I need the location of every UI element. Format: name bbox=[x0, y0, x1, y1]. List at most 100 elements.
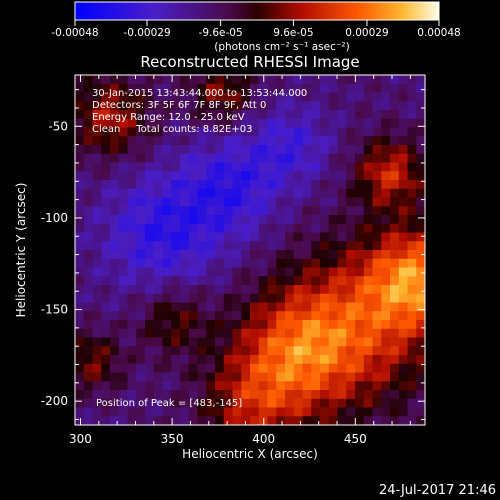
heatmap-cell bbox=[101, 346, 111, 356]
heatmap-cell bbox=[127, 241, 137, 251]
heatmap-cell bbox=[407, 416, 417, 425]
heatmap-cell bbox=[92, 232, 102, 242]
heatmap-cell bbox=[83, 136, 93, 146]
heatmap-cell bbox=[267, 250, 277, 260]
heatmap-cell bbox=[407, 83, 417, 93]
heatmap-cell bbox=[267, 407, 277, 417]
heatmap-cell bbox=[188, 145, 198, 155]
heatmap-cell bbox=[258, 407, 268, 417]
heatmap-cell bbox=[215, 355, 225, 365]
heatmap-cell bbox=[398, 337, 408, 347]
heatmap-cell bbox=[250, 258, 260, 268]
heatmap-cell bbox=[180, 258, 190, 268]
heatmap-cell bbox=[118, 136, 128, 146]
heatmap-cell bbox=[188, 162, 198, 172]
heatmap-cell bbox=[180, 215, 190, 225]
heatmap-cell bbox=[180, 293, 190, 303]
heatmap-cell bbox=[381, 390, 391, 400]
heatmap-cell bbox=[285, 381, 295, 391]
heatmap-cell bbox=[320, 320, 330, 330]
heatmap-cell bbox=[250, 398, 260, 408]
heatmap-cell bbox=[407, 101, 417, 111]
heatmap-cell bbox=[311, 75, 321, 85]
heatmap-cell bbox=[355, 110, 365, 120]
heatmap-cell bbox=[293, 293, 303, 303]
heatmap-cell bbox=[363, 355, 373, 365]
heatmap-cell bbox=[83, 311, 93, 321]
heatmap-cell bbox=[83, 241, 93, 251]
heatmap-cell bbox=[302, 162, 312, 172]
heatmap-cell bbox=[215, 92, 225, 102]
heatmap-cell bbox=[250, 92, 260, 102]
heatmap-cell bbox=[171, 83, 181, 93]
heatmap-cell bbox=[250, 127, 260, 137]
heatmap-cell bbox=[258, 355, 268, 365]
heatmap-cell bbox=[188, 197, 198, 207]
heatmap-cell bbox=[285, 110, 295, 120]
heatmap-cell bbox=[363, 118, 373, 128]
heatmap-cell bbox=[127, 276, 137, 286]
heatmap-cell bbox=[206, 162, 216, 172]
heatmap-cell bbox=[153, 215, 163, 225]
heatmap-cell bbox=[153, 390, 163, 400]
heatmap-cell bbox=[110, 320, 120, 330]
heatmap-cell bbox=[188, 337, 198, 347]
heatmap-cell bbox=[145, 276, 155, 286]
heatmap-cell bbox=[337, 302, 347, 312]
heatmap-cell bbox=[241, 162, 251, 172]
heatmap-cell bbox=[241, 416, 251, 425]
heatmap-cell bbox=[267, 302, 277, 312]
heatmap-cell bbox=[407, 355, 417, 365]
heatmap-cell bbox=[75, 153, 85, 163]
heatmap-cell bbox=[110, 232, 120, 242]
heatmap-cell bbox=[320, 162, 330, 172]
heatmap-cell bbox=[171, 285, 181, 295]
heatmap-cell bbox=[407, 171, 417, 181]
heatmap-cell bbox=[355, 320, 365, 330]
heatmap-cell bbox=[320, 223, 330, 233]
heatmap-cell bbox=[372, 145, 382, 155]
heatmap-cell bbox=[258, 188, 268, 198]
heatmap-cell bbox=[188, 188, 198, 198]
heatmap-cell bbox=[118, 206, 128, 216]
heatmap-cell bbox=[390, 153, 400, 163]
heatmap-cell bbox=[180, 127, 190, 137]
heatmap-cell bbox=[153, 258, 163, 268]
heatmap-cell bbox=[285, 276, 295, 286]
heatmap-cell bbox=[197, 293, 207, 303]
heatmap-cell bbox=[363, 302, 373, 312]
heatmap-cell bbox=[407, 118, 417, 128]
heatmap-cell bbox=[407, 285, 417, 295]
heatmap-cell bbox=[285, 101, 295, 111]
heatmap-cell bbox=[337, 153, 347, 163]
heatmap-cell bbox=[197, 75, 207, 85]
heatmap-cell bbox=[153, 145, 163, 155]
heatmap-cell bbox=[215, 232, 225, 242]
y-tick-label: -150 bbox=[41, 303, 68, 317]
heatmap-cell bbox=[145, 162, 155, 172]
heatmap-cell bbox=[162, 302, 172, 312]
heatmap-cell bbox=[372, 83, 382, 93]
heatmap-cell bbox=[293, 206, 303, 216]
heatmap-cell bbox=[258, 92, 268, 102]
heatmap-cell bbox=[215, 110, 225, 120]
heatmap-cell bbox=[145, 293, 155, 303]
heatmap-cell bbox=[398, 381, 408, 391]
heatmap-cell bbox=[136, 276, 146, 286]
heatmap-cell bbox=[398, 363, 408, 373]
heatmap-cell bbox=[197, 101, 207, 111]
heatmap-cell bbox=[232, 302, 242, 312]
heatmap-cell bbox=[136, 311, 146, 321]
heatmap-cell bbox=[188, 267, 198, 277]
heatmap-cell bbox=[215, 302, 225, 312]
heatmap-cell bbox=[276, 232, 286, 242]
heatmap-cell bbox=[311, 241, 321, 251]
heatmap-cell bbox=[293, 346, 303, 356]
heatmap-cell bbox=[101, 75, 111, 85]
heatmap-cell bbox=[118, 390, 128, 400]
heatmap-cell bbox=[390, 101, 400, 111]
heatmap-cell bbox=[75, 267, 85, 277]
heatmap-cell bbox=[311, 101, 321, 111]
heatmap-cell bbox=[337, 407, 347, 417]
heatmap-cell bbox=[153, 180, 163, 190]
